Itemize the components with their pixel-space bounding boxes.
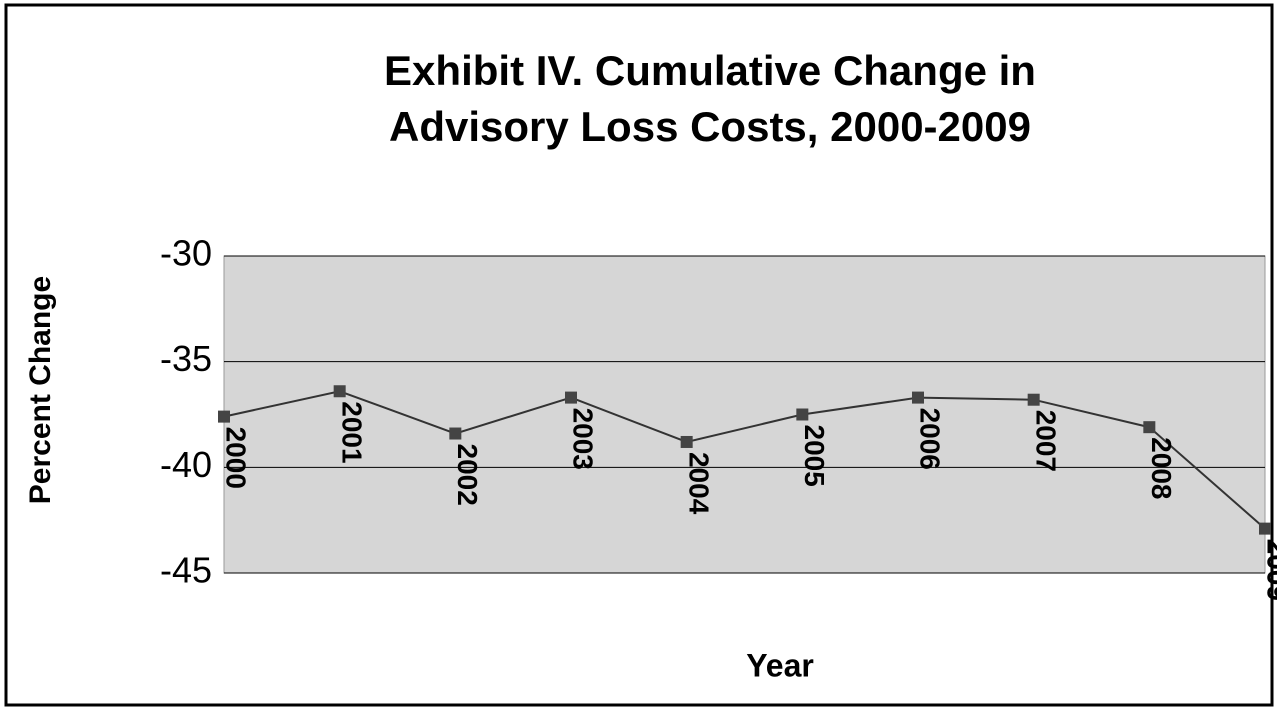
category-label: 2000	[221, 427, 252, 489]
marker	[1027, 393, 1040, 406]
line	[223, 390, 1266, 530]
category-label: 2006	[915, 408, 946, 470]
category-label: 2009	[1262, 539, 1277, 601]
marker	[333, 385, 346, 398]
marker	[1143, 421, 1156, 434]
category-label: 2001	[336, 401, 367, 463]
chart-title: Exhibit IV. Cumulative Change in Advisory…	[384, 47, 1036, 150]
marker	[796, 408, 809, 421]
marker	[680, 435, 693, 448]
category-label: 2005	[799, 425, 830, 487]
y-tick-label: -35	[160, 338, 212, 379]
category-label: 2007	[1030, 410, 1061, 472]
y-tick-label: -40	[160, 444, 212, 485]
category-label: 2004	[683, 452, 714, 515]
marker	[1259, 522, 1271, 535]
marker	[912, 391, 924, 404]
category-label: 2002	[452, 444, 483, 506]
marker	[449, 427, 462, 440]
y-tick-label: -30	[160, 233, 212, 274]
marker	[218, 410, 230, 423]
y-tick-label: -45	[160, 550, 212, 591]
category-label: 2003	[568, 408, 599, 470]
y-axis-title: Percent Change	[24, 276, 57, 504]
plot-area	[223, 255, 1266, 574]
category-label: 2008	[1146, 437, 1177, 499]
marker	[565, 391, 577, 404]
x-axis-title: Year	[746, 647, 814, 683]
